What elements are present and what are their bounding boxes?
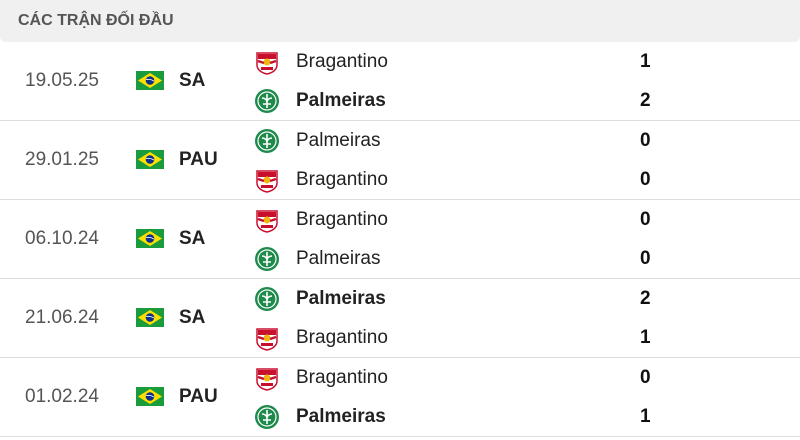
team-name: Palmeiras xyxy=(296,247,381,269)
team-row-home[interactable]: Palmeiras 0 xyxy=(254,121,654,160)
section-header: CÁC TRẬN ĐỐI ĐẦU xyxy=(0,0,800,42)
team-score: 0 xyxy=(640,247,651,269)
brazil-flag-icon xyxy=(136,387,164,406)
brazil-flag-icon xyxy=(136,150,164,169)
competition-label[interactable]: SA xyxy=(179,228,206,249)
section-title: CÁC TRẬN ĐỐI ĐẦU xyxy=(18,12,174,29)
palmeiras-logo-icon xyxy=(254,286,280,312)
bragantino-logo-icon xyxy=(254,325,280,351)
team-score: 2 xyxy=(640,287,651,309)
match-row[interactable]: 19.05.25 SA Bragantino 1 Palmeiras 2 xyxy=(0,42,800,121)
match-date: 19.05.25 xyxy=(25,70,99,91)
team-row-away[interactable]: Bragantino 0 xyxy=(254,160,654,199)
brazil-flag-icon xyxy=(136,229,164,248)
match-date: 21.06.24 xyxy=(25,307,99,328)
team-name: Palmeiras xyxy=(296,89,386,111)
team-name: Bragantino xyxy=(296,50,388,72)
team-score: 0 xyxy=(640,168,651,190)
team-row-home[interactable]: Palmeiras 2 xyxy=(254,279,654,318)
team-score: 1 xyxy=(640,326,651,348)
match-row[interactable]: 29.01.25 PAU Palmeiras 0 Bragantino 0 xyxy=(0,121,800,200)
team-score: 2 xyxy=(640,89,651,111)
bragantino-logo-icon xyxy=(254,207,280,233)
team-name: Palmeiras xyxy=(296,405,386,427)
team-name: Bragantino xyxy=(296,208,388,230)
competition-label[interactable]: PAU xyxy=(179,386,218,407)
palmeiras-logo-icon xyxy=(254,128,280,154)
bragantino-logo-icon xyxy=(254,167,280,193)
team-row-home[interactable]: Bragantino 1 xyxy=(254,42,654,81)
team-score: 1 xyxy=(640,50,651,72)
competition-label[interactable]: PAU xyxy=(179,149,218,170)
team-row-home[interactable]: Bragantino 0 xyxy=(254,200,654,239)
team-score: 0 xyxy=(640,208,651,230)
match-date: 29.01.25 xyxy=(25,149,99,170)
team-row-away[interactable]: Palmeiras 1 xyxy=(254,397,654,436)
competition-label[interactable]: SA xyxy=(179,70,206,91)
bragantino-logo-icon xyxy=(254,365,280,391)
match-date: 01.02.24 xyxy=(25,386,99,407)
match-list: 19.05.25 SA Bragantino 1 Palmeiras 2 29.… xyxy=(0,42,800,437)
match-row[interactable]: 21.06.24 SA Palmeiras 2 Bragantino 1 xyxy=(0,279,800,358)
palmeiras-logo-icon xyxy=(254,404,280,430)
team-name: Palmeiras xyxy=(296,129,381,151)
palmeiras-logo-icon xyxy=(254,246,280,272)
team-score: 0 xyxy=(640,366,651,388)
bragantino-logo-icon xyxy=(254,49,280,75)
team-score: 1 xyxy=(640,405,651,427)
team-name: Bragantino xyxy=(296,168,388,190)
brazil-flag-icon xyxy=(136,308,164,327)
palmeiras-logo-icon xyxy=(254,88,280,114)
match-date: 06.10.24 xyxy=(25,228,99,249)
team-row-away[interactable]: Palmeiras 0 xyxy=(254,239,654,278)
team-row-home[interactable]: Bragantino 0 xyxy=(254,358,654,397)
team-name: Bragantino xyxy=(296,366,388,388)
competition-label[interactable]: SA xyxy=(179,307,206,328)
team-name: Bragantino xyxy=(296,326,388,348)
brazil-flag-icon xyxy=(136,71,164,90)
team-row-away[interactable]: Bragantino 1 xyxy=(254,318,654,357)
match-row[interactable]: 06.10.24 SA Bragantino 0 Palmeiras 0 xyxy=(0,200,800,279)
team-name: Palmeiras xyxy=(296,287,386,309)
team-score: 0 xyxy=(640,129,651,151)
match-row[interactable]: 01.02.24 PAU Bragantino 0 Palmeiras 1 xyxy=(0,358,800,437)
team-row-away[interactable]: Palmeiras 2 xyxy=(254,81,654,120)
